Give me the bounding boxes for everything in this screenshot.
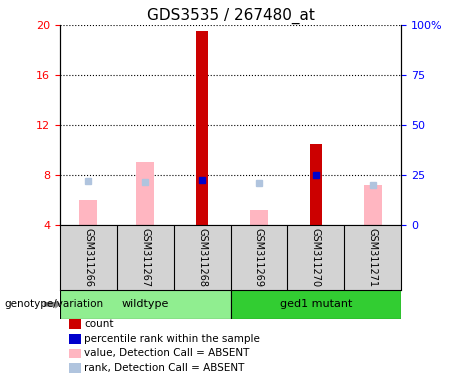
Bar — [136, 162, 154, 225]
Text: GSM311271: GSM311271 — [367, 228, 378, 287]
Bar — [364, 185, 382, 225]
Text: rank, Detection Call = ABSENT: rank, Detection Call = ABSENT — [84, 363, 245, 373]
Bar — [60, 290, 230, 319]
Text: GSM311266: GSM311266 — [83, 228, 94, 287]
Bar — [79, 200, 97, 225]
Text: GSM311269: GSM311269 — [254, 228, 264, 287]
Text: value, Detection Call = ABSENT: value, Detection Call = ABSENT — [84, 348, 250, 358]
Text: GSM311267: GSM311267 — [140, 228, 150, 287]
Text: GSM311268: GSM311268 — [197, 228, 207, 287]
Bar — [309, 144, 322, 225]
Bar — [230, 290, 401, 319]
Bar — [196, 31, 208, 225]
Text: genotype/variation: genotype/variation — [5, 299, 104, 310]
Text: count: count — [84, 319, 114, 329]
Title: GDS3535 / 267480_at: GDS3535 / 267480_at — [147, 7, 314, 23]
Text: wildtype: wildtype — [122, 299, 169, 310]
Text: percentile rank within the sample: percentile rank within the sample — [84, 334, 260, 344]
Bar — [250, 210, 268, 225]
Text: ged1 mutant: ged1 mutant — [280, 299, 352, 310]
Text: GSM311270: GSM311270 — [311, 228, 321, 287]
